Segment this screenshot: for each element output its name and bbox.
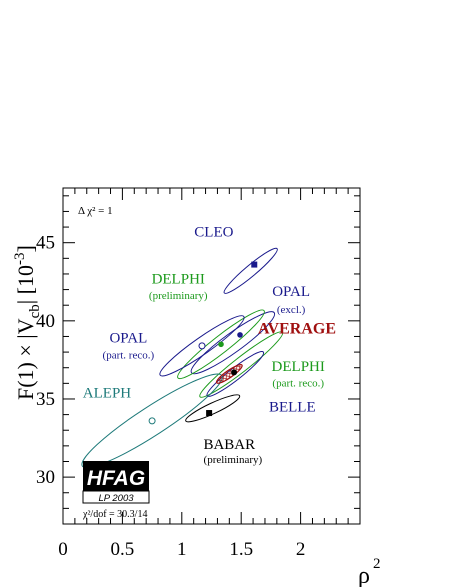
chi2-dof-footer: χ²/dof = 30.3/14 bbox=[82, 509, 147, 520]
error-ellipse bbox=[159, 315, 245, 377]
series-label: DELPHI bbox=[152, 271, 205, 287]
hfag-badge: HFAG LP 2003 bbox=[82, 461, 150, 504]
series-sublabel: (preliminary) bbox=[149, 290, 208, 302]
series-label: BELLE bbox=[269, 399, 316, 415]
delta-chi2-note: Δ χ² = 1 bbox=[78, 205, 113, 217]
x-tick-label: 0 bbox=[58, 539, 68, 560]
series-label: OPAL bbox=[109, 331, 147, 347]
hfag-badge-sub: LP 2003 bbox=[98, 493, 134, 504]
y-axis-label-exponent: -3 bbox=[12, 253, 28, 266]
error-ellipse bbox=[215, 364, 243, 384]
y-axis-label-close: ] bbox=[13, 245, 38, 252]
y-axis-label-main: F(1) × |V bbox=[13, 318, 38, 400]
data-point bbox=[251, 261, 258, 268]
x-tick-label: 0.5 bbox=[111, 539, 135, 560]
hfag-badge-name: HFAG bbox=[87, 467, 145, 490]
y-axis-label-subscript: cb bbox=[27, 304, 43, 318]
y-tick-label: 30 bbox=[36, 467, 55, 488]
series-label: CLEO bbox=[194, 224, 233, 240]
plot-area: 0 0.5 1 1.5 2 30 35 40 45 CLEO OPAL (excl.) DELPHI (p… bbox=[36, 187, 361, 560]
series-label: DELPHI bbox=[272, 359, 325, 375]
plot-frame bbox=[62, 187, 361, 525]
error-ellipse bbox=[177, 309, 265, 380]
y-tick-label: 35 bbox=[36, 389, 55, 410]
svg-text:F(1) × |Vcb| [10-3]: F(1) × |Vcb| [10-3] bbox=[12, 245, 43, 400]
data-point bbox=[198, 342, 206, 350]
series-sublabel: (preliminary) bbox=[204, 454, 263, 466]
series-sublabel: (part. reco.) bbox=[272, 377, 324, 389]
y-axis-label: F(1) × |Vcb| [10-3] bbox=[12, 245, 43, 400]
series-label: BABAR bbox=[203, 437, 255, 453]
series-label: AVERAGE bbox=[258, 320, 336, 337]
x-tick-label: 1 bbox=[177, 539, 187, 560]
error-ellipse bbox=[199, 331, 284, 398]
data-point bbox=[148, 417, 156, 425]
x-axis-label: ρ bbox=[358, 563, 370, 587]
error-ellipse bbox=[190, 311, 276, 375]
data-point bbox=[218, 341, 224, 348]
data-point bbox=[206, 410, 213, 417]
data-point bbox=[231, 369, 238, 376]
y-tick-label: 45 bbox=[36, 233, 55, 254]
series-label: OPAL bbox=[272, 284, 310, 300]
x-tick-label: 1.5 bbox=[229, 539, 253, 560]
data-point bbox=[237, 332, 243, 338]
x-tick-label: 2 bbox=[296, 539, 306, 560]
x-axis-label-exponent: 2 bbox=[373, 556, 381, 572]
y-axis-label-tail: | [10 bbox=[13, 265, 38, 304]
series-label: ALEPH bbox=[83, 385, 132, 401]
error-ellipse bbox=[223, 247, 278, 294]
y-tick-label: 40 bbox=[36, 311, 55, 332]
error-ellipse bbox=[185, 394, 241, 423]
series-sublabel: (excl.) bbox=[277, 304, 306, 316]
series-sublabel: (part. reco.) bbox=[103, 349, 155, 361]
